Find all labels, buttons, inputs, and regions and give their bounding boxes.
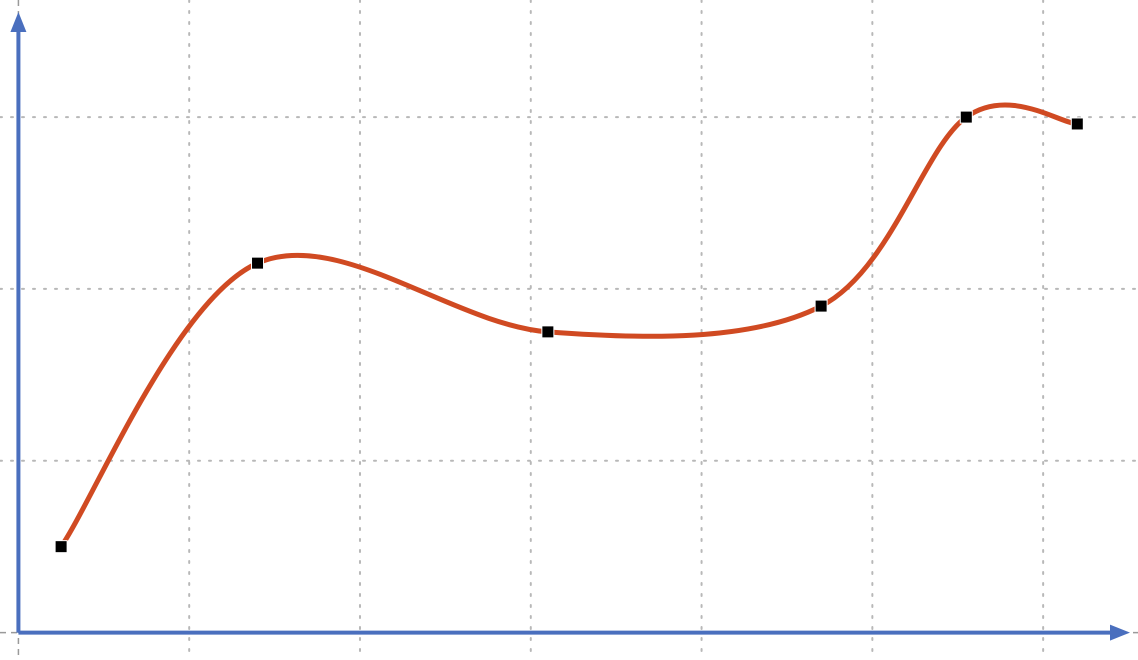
series-layer [58, 102, 1080, 550]
data-point-1 [54, 540, 68, 554]
data-point-4 [814, 299, 828, 313]
y-axis-arrowhead [10, 12, 27, 32]
data-point-5 [959, 110, 973, 124]
x-axis-arrowhead [1110, 624, 1130, 641]
data-point-2 [251, 256, 265, 270]
data-point-6 [1070, 117, 1084, 131]
series-line [58, 102, 1080, 550]
axes [10, 12, 1130, 641]
data-point-3 [541, 325, 555, 339]
data-markers [54, 110, 1084, 554]
